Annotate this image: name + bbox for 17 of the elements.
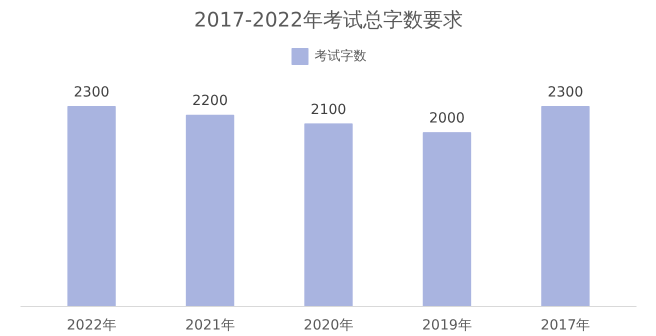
x-tick-label: 2022年 — [66, 318, 116, 334]
legend-label: 考试字数 — [314, 48, 366, 65]
x-tick-label: 2017年 — [540, 318, 590, 334]
bar — [422, 132, 472, 306]
data-label: 2000 — [429, 110, 465, 127]
bar — [541, 106, 590, 306]
x-tick-label: 2020年 — [304, 318, 354, 334]
chart-title: 2017-2022年考试总字数要求 — [194, 8, 464, 32]
data-label: 2200 — [192, 93, 228, 110]
x-tick-label: 2019年 — [422, 318, 472, 334]
bar — [186, 114, 234, 306]
data-label: 2300 — [548, 84, 584, 100]
bar — [67, 106, 116, 306]
x-tick-label: 2021年 — [185, 318, 235, 334]
data-label: 2300 — [74, 84, 110, 100]
data-label: 2100 — [310, 102, 346, 118]
bar — [304, 123, 353, 306]
